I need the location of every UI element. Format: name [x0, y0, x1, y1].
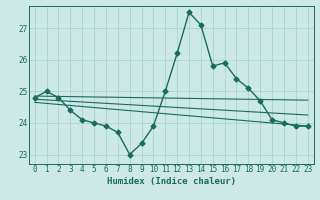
X-axis label: Humidex (Indice chaleur): Humidex (Indice chaleur) [107, 177, 236, 186]
